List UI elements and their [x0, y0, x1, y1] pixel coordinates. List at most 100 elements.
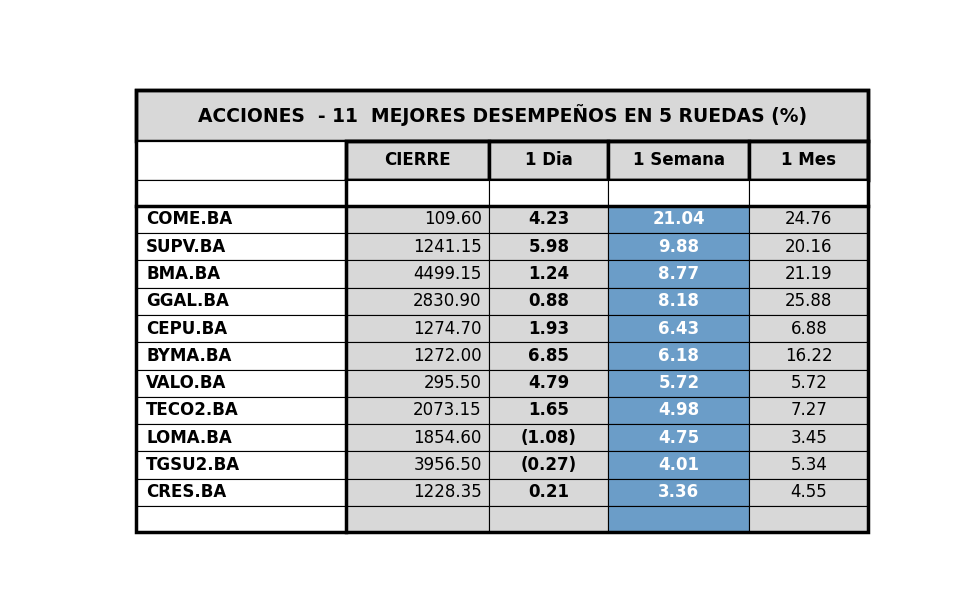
Bar — [346, 288, 489, 315]
Text: 21.04: 21.04 — [653, 210, 706, 228]
Bar — [136, 424, 346, 452]
Text: GGAL.BA: GGAL.BA — [146, 292, 229, 310]
Text: 6.88: 6.88 — [791, 320, 827, 337]
Bar — [750, 260, 868, 288]
Text: 4.75: 4.75 — [659, 429, 700, 447]
Bar — [346, 342, 489, 370]
Text: 1.65: 1.65 — [528, 401, 569, 420]
Bar — [489, 506, 609, 532]
Bar — [750, 288, 868, 315]
Text: 109.60: 109.60 — [424, 210, 482, 228]
Text: 295.50: 295.50 — [424, 374, 482, 392]
Bar — [750, 342, 868, 370]
Text: TGSU2.BA: TGSU2.BA — [146, 456, 240, 474]
Bar — [489, 479, 609, 506]
Text: VALO.BA: VALO.BA — [146, 374, 226, 392]
Bar — [346, 180, 489, 205]
Bar — [750, 452, 868, 479]
Text: (0.27): (0.27) — [520, 456, 577, 474]
Text: BYMA.BA: BYMA.BA — [146, 347, 231, 365]
Text: 7.27: 7.27 — [791, 401, 827, 420]
Text: 20.16: 20.16 — [785, 238, 833, 255]
Bar — [609, 233, 750, 260]
Bar — [489, 342, 609, 370]
Bar — [136, 342, 346, 370]
Bar — [489, 180, 609, 205]
Bar — [136, 141, 346, 180]
Text: 5.34: 5.34 — [791, 456, 827, 474]
Text: 1 Mes: 1 Mes — [781, 151, 836, 169]
Bar — [136, 233, 346, 260]
Bar — [750, 479, 868, 506]
Text: CEPU.BA: CEPU.BA — [146, 320, 227, 337]
Bar — [750, 141, 868, 180]
Text: 1854.60: 1854.60 — [414, 429, 482, 447]
Bar — [489, 205, 609, 233]
Text: SUPV.BA: SUPV.BA — [146, 238, 226, 255]
Bar — [346, 506, 489, 532]
Bar — [750, 205, 868, 233]
Text: BMA.BA: BMA.BA — [146, 265, 220, 283]
Text: 4.23: 4.23 — [528, 210, 569, 228]
Bar — [609, 452, 750, 479]
Bar — [136, 205, 346, 233]
Text: CIERRE: CIERRE — [384, 151, 451, 169]
Text: 6.85: 6.85 — [528, 347, 569, 365]
Bar — [346, 370, 489, 397]
Text: 6.43: 6.43 — [659, 320, 700, 337]
Text: 5.72: 5.72 — [659, 374, 700, 392]
Bar — [489, 141, 609, 180]
Text: 25.88: 25.88 — [785, 292, 832, 310]
Text: 0.21: 0.21 — [528, 483, 569, 502]
Bar — [609, 205, 750, 233]
Text: 3.36: 3.36 — [659, 483, 700, 502]
Text: TECO2.BA: TECO2.BA — [146, 401, 239, 420]
Bar — [609, 141, 750, 180]
Text: 5.98: 5.98 — [528, 238, 569, 255]
Bar — [489, 233, 609, 260]
Text: 1272.00: 1272.00 — [414, 347, 482, 365]
Bar — [489, 315, 609, 342]
Bar — [609, 479, 750, 506]
Bar — [750, 506, 868, 532]
Text: 3956.50: 3956.50 — [414, 456, 482, 474]
Bar — [750, 370, 868, 397]
Bar — [346, 315, 489, 342]
Bar — [346, 233, 489, 260]
Text: 4.01: 4.01 — [659, 456, 700, 474]
Bar — [609, 424, 750, 452]
Text: 4499.15: 4499.15 — [414, 265, 482, 283]
Bar — [346, 424, 489, 452]
Text: 21.19: 21.19 — [785, 265, 833, 283]
Bar — [489, 397, 609, 424]
Bar — [136, 397, 346, 424]
Bar — [609, 370, 750, 397]
Bar — [750, 233, 868, 260]
Text: 2830.90: 2830.90 — [414, 292, 482, 310]
Bar — [489, 260, 609, 288]
Text: 1.93: 1.93 — [528, 320, 569, 337]
Bar — [346, 141, 868, 180]
Bar — [750, 397, 868, 424]
Bar — [136, 260, 346, 288]
Text: 1274.70: 1274.70 — [414, 320, 482, 337]
Bar — [136, 288, 346, 315]
Bar — [136, 141, 346, 180]
Bar — [136, 370, 346, 397]
Text: LOMA.BA: LOMA.BA — [146, 429, 232, 447]
Bar — [609, 397, 750, 424]
Text: 4.98: 4.98 — [659, 401, 700, 420]
Bar — [750, 315, 868, 342]
Text: 24.76: 24.76 — [785, 210, 832, 228]
Text: COME.BA: COME.BA — [146, 210, 232, 228]
Text: 16.22: 16.22 — [785, 347, 833, 365]
Text: 5.72: 5.72 — [791, 374, 827, 392]
Bar — [136, 315, 346, 342]
Bar — [136, 506, 346, 532]
Text: 2073.15: 2073.15 — [414, 401, 482, 420]
Text: CRES.BA: CRES.BA — [146, 483, 226, 502]
Bar — [609, 342, 750, 370]
Bar — [346, 205, 489, 233]
Text: ACCIONES  - 11  MEJORES DESEMPEÑOS EN 5 RUEDAS (%): ACCIONES - 11 MEJORES DESEMPEÑOS EN 5 RU… — [198, 104, 807, 126]
Bar — [136, 90, 868, 141]
